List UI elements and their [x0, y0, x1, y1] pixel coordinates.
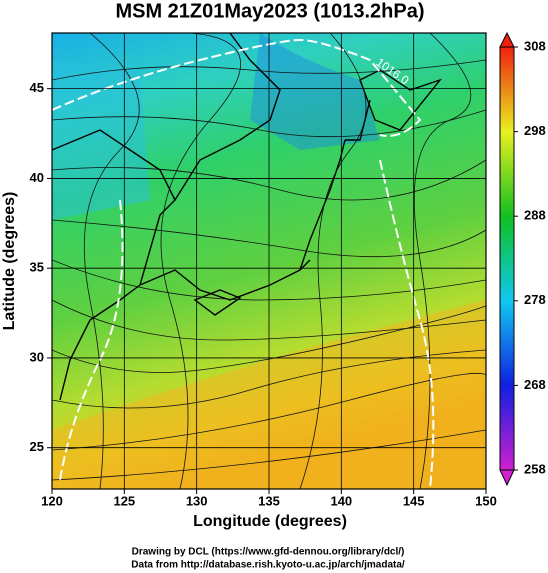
x-tick-label: 125 — [113, 493, 135, 508]
colorbar-extend-bottom — [499, 469, 515, 487]
isobars — [52, 38, 435, 489]
colorbar-tick-label: 268 — [524, 377, 546, 392]
colorbar-scale — [499, 46, 515, 471]
chart-title: MSM 21Z01May2023 (1013.2hPa) — [115, 0, 424, 22]
footer-credit: Drawing by DCL (https://www.gfd-dennou.o… — [132, 547, 405, 558]
colorbar-extend-top — [499, 31, 515, 48]
x-tick-label: 150 — [475, 493, 497, 508]
x-tick-label: 130 — [186, 493, 208, 508]
footer-source: Data from http://database.rish.kyoto-u.a… — [131, 560, 405, 571]
colorbar-tick-label: 258 — [524, 461, 546, 476]
y-tick-label: 25 — [30, 439, 44, 454]
x-tick-label: 140 — [330, 493, 352, 508]
x-axis-label: Longitude (degrees) — [193, 513, 347, 530]
y-tick-label: 30 — [30, 349, 44, 364]
colorbar-tick-label: 298 — [524, 123, 546, 138]
colorbar — [499, 31, 515, 487]
x-tick-label: 145 — [403, 493, 425, 508]
cold-region — [250, 33, 380, 150]
y-tick-label: 45 — [30, 80, 44, 95]
streamlines — [52, 33, 486, 489]
colorbar-tick-label: 288 — [524, 208, 546, 223]
y-axis-label: Latitude (degrees) — [1, 192, 18, 331]
colorbar-tick-label: 308 — [524, 38, 546, 53]
x-tick-label: 135 — [258, 493, 280, 508]
coastlines — [52, 33, 443, 401]
x-tick-label: 120 — [41, 493, 63, 508]
cold-region — [52, 60, 150, 220]
y-tick-label: 40 — [30, 170, 44, 185]
map-field: 1016.0 — [52, 33, 486, 489]
y-tick-label: 35 — [30, 260, 44, 275]
colorbar-tick-label: 278 — [524, 292, 546, 307]
